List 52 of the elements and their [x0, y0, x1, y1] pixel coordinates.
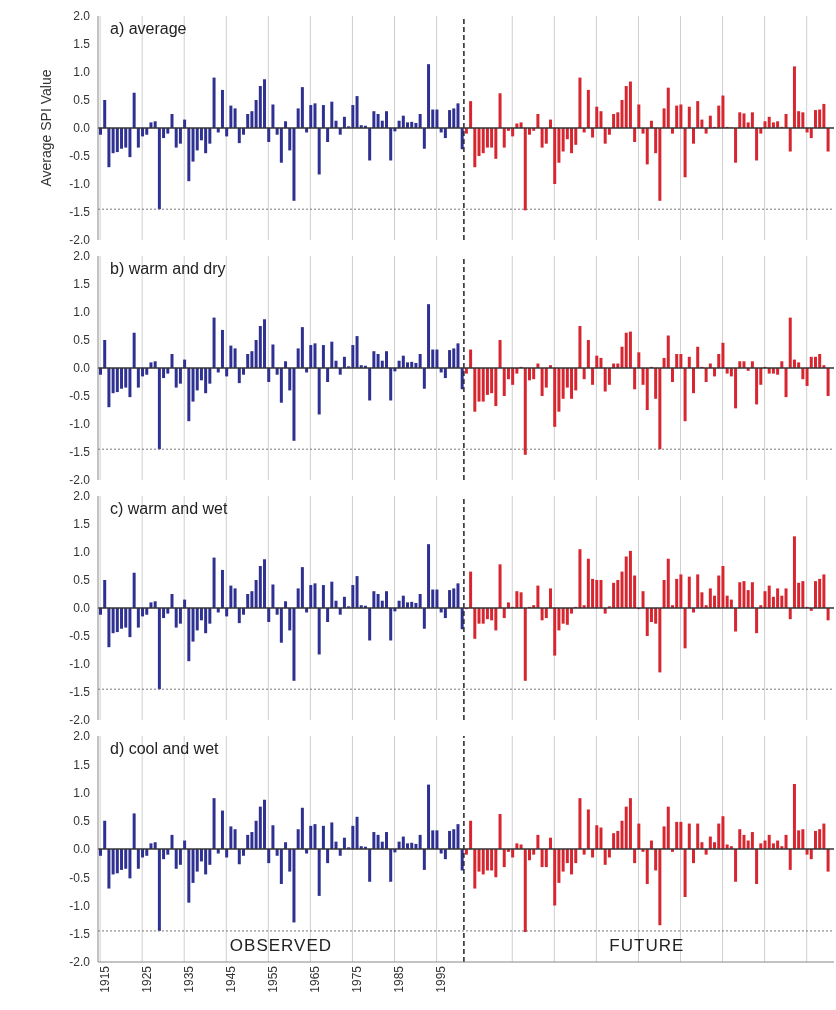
- x-tick-label: 1955: [265, 965, 280, 993]
- y-tick-label: -1.5: [69, 205, 91, 220]
- y-tick-label: -0.5: [69, 149, 91, 164]
- x-tick-label: 1965: [307, 965, 322, 993]
- x-tick-label: 1935: [181, 965, 196, 993]
- y-tick-label: -1.5: [69, 927, 91, 942]
- y-tick-label: -1.5: [69, 685, 91, 700]
- y-tick-label: -0.5: [69, 870, 91, 885]
- y-tick-label: 1.0: [73, 785, 91, 800]
- y-tick-label: 0.0: [73, 601, 91, 616]
- y-tick-label: -1.5: [69, 445, 91, 460]
- y-tick-label: -0.5: [69, 629, 91, 644]
- y-tick-label: 0.5: [73, 573, 91, 588]
- y-tick-label: -1.0: [69, 898, 91, 913]
- y-axis-title: Average SPI Value: [37, 69, 54, 187]
- y-tick-label: 1.5: [73, 277, 91, 292]
- y-tick-label: -2.0: [69, 955, 91, 970]
- chart-title: a) average: [110, 20, 187, 38]
- y-tick-label: 1.5: [73, 37, 91, 52]
- y-tick-label: 0.0: [73, 361, 91, 376]
- chart-title: b) warm and dry: [110, 260, 226, 278]
- x-tick-label: 1915: [97, 965, 112, 993]
- annotation: OBSERVED: [229, 936, 333, 956]
- y-tick-label: 2.0: [73, 249, 91, 264]
- x-tick-label: 1945: [223, 965, 238, 993]
- y-tick-label: 0.0: [73, 842, 91, 857]
- y-tick-label: 0.5: [73, 333, 91, 348]
- y-tick-label: 1.0: [73, 545, 91, 560]
- chart-title: c) warm and wet: [110, 500, 228, 518]
- y-tick-label: 2.0: [73, 489, 91, 504]
- x-tick-label: 1995: [434, 965, 449, 993]
- y-tick-label: 0.0: [73, 121, 91, 136]
- y-tick-label: 2.0: [73, 729, 91, 744]
- y-tick-label: -1.0: [69, 177, 91, 192]
- y-tick-label: 0.5: [73, 814, 91, 829]
- y-tick-label: -0.5: [69, 389, 91, 404]
- y-tick-label: 1.5: [73, 757, 91, 772]
- y-tick-label: -2.0: [69, 713, 91, 728]
- y-tick-label: 1.0: [73, 65, 91, 80]
- y-tick-label: -1.0: [69, 657, 91, 672]
- y-tick-label: 2.0: [73, 9, 91, 24]
- y-tick-label: -2.0: [69, 233, 91, 248]
- annotation: FUTURE: [609, 936, 685, 956]
- y-tick-label: -2.0: [69, 473, 91, 488]
- x-tick-label: 1975: [349, 965, 364, 993]
- y-tick-label: -1.0: [69, 417, 91, 432]
- chart-title: d) cool and wet: [110, 740, 219, 758]
- x-tick-label: 1985: [392, 965, 407, 993]
- y-tick-label: 1.5: [73, 517, 91, 532]
- y-tick-label: 1.0: [73, 305, 91, 320]
- x-tick-label: 1925: [139, 965, 154, 993]
- y-tick-label: 0.5: [73, 93, 91, 108]
